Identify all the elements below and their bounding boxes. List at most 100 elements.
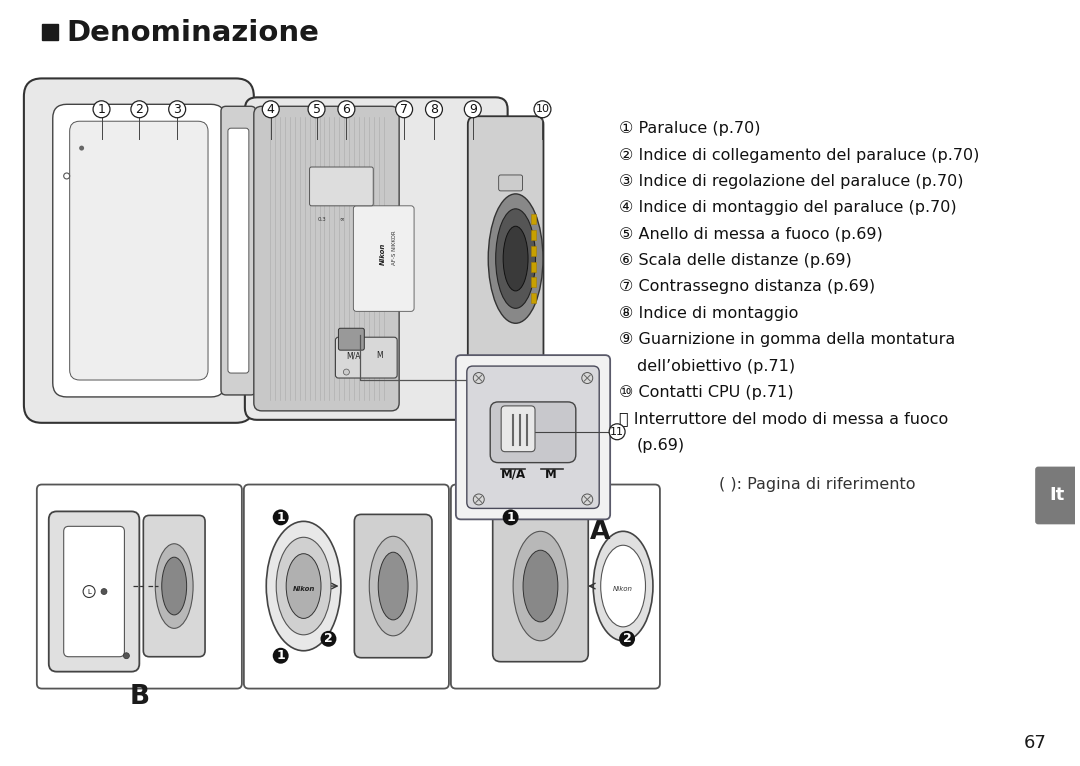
Text: B: B bbox=[130, 683, 149, 709]
Text: M/A: M/A bbox=[500, 467, 526, 480]
Ellipse shape bbox=[156, 544, 193, 628]
FancyBboxPatch shape bbox=[501, 406, 535, 452]
FancyBboxPatch shape bbox=[468, 116, 543, 401]
Circle shape bbox=[502, 509, 518, 525]
Text: L: L bbox=[87, 588, 91, 594]
Text: 1: 1 bbox=[276, 650, 285, 663]
Text: 8: 8 bbox=[430, 103, 438, 116]
FancyBboxPatch shape bbox=[1035, 466, 1078, 525]
FancyBboxPatch shape bbox=[336, 337, 397, 378]
Circle shape bbox=[273, 648, 288, 663]
FancyBboxPatch shape bbox=[221, 106, 256, 395]
FancyBboxPatch shape bbox=[467, 366, 599, 509]
Text: ⑨ Guarnizione in gomma della montatura: ⑨ Guarnizione in gomma della montatura bbox=[619, 332, 956, 347]
Bar bbox=[530, 214, 537, 224]
Ellipse shape bbox=[488, 194, 543, 323]
FancyBboxPatch shape bbox=[353, 206, 414, 311]
Text: dell’obiettivo (p.71): dell’obiettivo (p.71) bbox=[637, 358, 795, 374]
Text: Nikon: Nikon bbox=[613, 586, 633, 592]
Ellipse shape bbox=[369, 536, 417, 636]
Text: ⑩ Contatti CPU (p.71): ⑩ Contatti CPU (p.71) bbox=[619, 385, 794, 400]
FancyBboxPatch shape bbox=[456, 355, 610, 519]
Text: ⑪ Interruttore del modo di messa a fuoco: ⑪ Interruttore del modo di messa a fuoco bbox=[619, 411, 948, 427]
Text: 5: 5 bbox=[312, 103, 321, 116]
Ellipse shape bbox=[378, 552, 408, 620]
Text: 4: 4 bbox=[267, 103, 274, 116]
Text: 10: 10 bbox=[536, 104, 550, 114]
FancyBboxPatch shape bbox=[354, 515, 432, 658]
Text: Denominazione: Denominazione bbox=[67, 18, 320, 47]
Text: A: A bbox=[590, 519, 610, 545]
Ellipse shape bbox=[267, 522, 341, 651]
FancyBboxPatch shape bbox=[499, 175, 523, 191]
Circle shape bbox=[464, 101, 482, 118]
FancyBboxPatch shape bbox=[70, 121, 208, 380]
Text: 9: 9 bbox=[469, 103, 476, 116]
Text: Nikon: Nikon bbox=[293, 586, 314, 592]
Circle shape bbox=[168, 101, 186, 118]
Circle shape bbox=[534, 101, 551, 118]
FancyBboxPatch shape bbox=[310, 167, 374, 206]
Text: ( ): Pagina di riferimento: ( ): Pagina di riferimento bbox=[718, 477, 915, 492]
Text: 2: 2 bbox=[623, 632, 632, 645]
Ellipse shape bbox=[513, 532, 568, 641]
Text: (p.69): (p.69) bbox=[637, 437, 685, 453]
Bar bbox=[530, 230, 537, 240]
FancyBboxPatch shape bbox=[24, 78, 254, 423]
Text: ⑦ Contrassegno distanza (p.69): ⑦ Contrassegno distanza (p.69) bbox=[619, 280, 875, 294]
Circle shape bbox=[609, 424, 625, 440]
Text: Nikon: Nikon bbox=[380, 242, 387, 264]
Ellipse shape bbox=[286, 554, 321, 618]
Circle shape bbox=[93, 101, 110, 118]
Text: 1: 1 bbox=[507, 511, 515, 524]
FancyBboxPatch shape bbox=[37, 485, 242, 689]
Bar bbox=[530, 293, 537, 303]
Circle shape bbox=[582, 494, 593, 505]
Text: It: It bbox=[1049, 486, 1064, 505]
Bar bbox=[42, 24, 57, 40]
Circle shape bbox=[262, 101, 280, 118]
Text: M/A: M/A bbox=[346, 351, 361, 360]
Bar bbox=[530, 261, 537, 271]
Circle shape bbox=[79, 146, 84, 151]
Text: ⑥ Scala delle distanze (p.69): ⑥ Scala delle distanze (p.69) bbox=[619, 253, 852, 268]
FancyBboxPatch shape bbox=[144, 516, 205, 656]
Circle shape bbox=[395, 101, 413, 118]
Circle shape bbox=[102, 588, 107, 594]
Ellipse shape bbox=[503, 226, 528, 291]
Circle shape bbox=[473, 494, 484, 505]
Ellipse shape bbox=[523, 550, 558, 622]
FancyBboxPatch shape bbox=[64, 526, 124, 656]
Text: ⑤ Anello di messa a fuoco (p.69): ⑤ Anello di messa a fuoco (p.69) bbox=[619, 227, 882, 242]
FancyBboxPatch shape bbox=[492, 510, 589, 662]
Ellipse shape bbox=[496, 209, 536, 309]
Text: 3: 3 bbox=[173, 103, 181, 116]
FancyBboxPatch shape bbox=[338, 329, 364, 350]
Bar bbox=[530, 277, 537, 287]
Circle shape bbox=[426, 101, 443, 118]
Text: 6: 6 bbox=[342, 103, 350, 116]
Text: ⑧ Indice di montaggio: ⑧ Indice di montaggio bbox=[619, 306, 798, 321]
Circle shape bbox=[473, 372, 484, 384]
Text: 11: 11 bbox=[610, 427, 624, 437]
Text: ∞: ∞ bbox=[339, 217, 343, 221]
Text: 7: 7 bbox=[400, 103, 408, 116]
Text: ③ Indice di regolazione del paraluce (p.70): ③ Indice di regolazione del paraluce (p.… bbox=[619, 174, 963, 189]
Circle shape bbox=[273, 509, 288, 525]
Ellipse shape bbox=[593, 532, 653, 641]
Text: 1: 1 bbox=[97, 103, 106, 116]
Circle shape bbox=[308, 101, 325, 118]
Text: ④ Indice di montaggio del paraluce (p.70): ④ Indice di montaggio del paraluce (p.70… bbox=[619, 201, 957, 215]
Text: 2: 2 bbox=[135, 103, 144, 116]
Text: 0.3: 0.3 bbox=[318, 217, 326, 221]
Circle shape bbox=[582, 372, 593, 384]
Circle shape bbox=[343, 369, 349, 375]
Circle shape bbox=[619, 631, 635, 647]
Text: 1: 1 bbox=[276, 511, 285, 524]
FancyBboxPatch shape bbox=[490, 402, 576, 463]
Text: 2: 2 bbox=[324, 632, 333, 645]
Text: AF-S NIKKOR: AF-S NIKKOR bbox=[392, 230, 396, 264]
Ellipse shape bbox=[276, 537, 330, 635]
Ellipse shape bbox=[162, 557, 187, 615]
FancyBboxPatch shape bbox=[244, 485, 449, 689]
